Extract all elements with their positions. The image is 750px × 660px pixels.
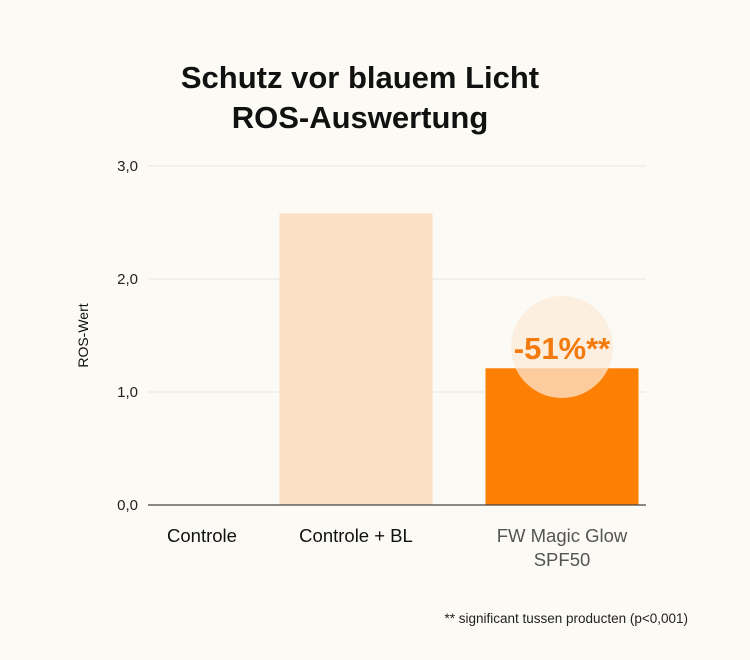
y-axis-label: ROS-Wert — [75, 303, 91, 367]
annotation-label: -51%** — [514, 331, 611, 366]
y-tick-label: 1,0 — [117, 384, 138, 401]
annotation-circle — [511, 296, 613, 398]
y-tick-label: 3,0 — [117, 158, 138, 175]
x-tick-label: Controle + BL — [299, 525, 413, 546]
bar — [279, 213, 433, 505]
chart-title: Schutz vor blauem Licht ROS-Auswertung — [0, 58, 720, 138]
x-tick-label: Controle — [167, 525, 237, 546]
chart-title-line-2: ROS-Auswertung — [231, 100, 489, 135]
chart-title-line-1: Schutz vor blauem Licht — [180, 60, 540, 95]
y-tick-label: 2,0 — [117, 271, 138, 288]
x-tick-label: FW Magic Glow — [497, 525, 628, 546]
x-tick-label: SPF50 — [534, 549, 591, 570]
footnote: ** significant tussen producten (p<0,001… — [444, 611, 688, 626]
y-tick-label: 0,0 — [117, 497, 138, 514]
